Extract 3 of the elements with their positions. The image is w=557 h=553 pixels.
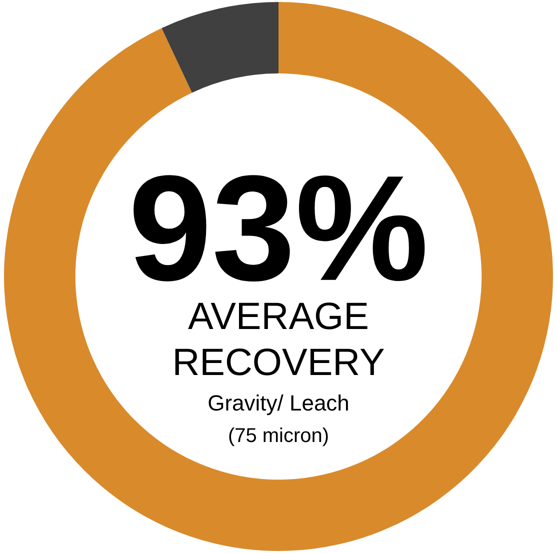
- text: (75 micron): [228, 425, 330, 448]
- text: RECOVERY: [172, 342, 385, 384]
- text: Gravity/ Leach: [208, 390, 350, 416]
